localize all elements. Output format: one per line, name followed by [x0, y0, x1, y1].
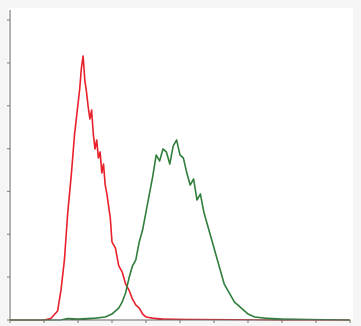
series-line-0 [10, 55, 350, 321]
plot-background [8, 8, 353, 320]
series-group [10, 55, 351, 321]
axes-frame [9, 10, 350, 321]
series-line-1 [10, 139, 351, 321]
